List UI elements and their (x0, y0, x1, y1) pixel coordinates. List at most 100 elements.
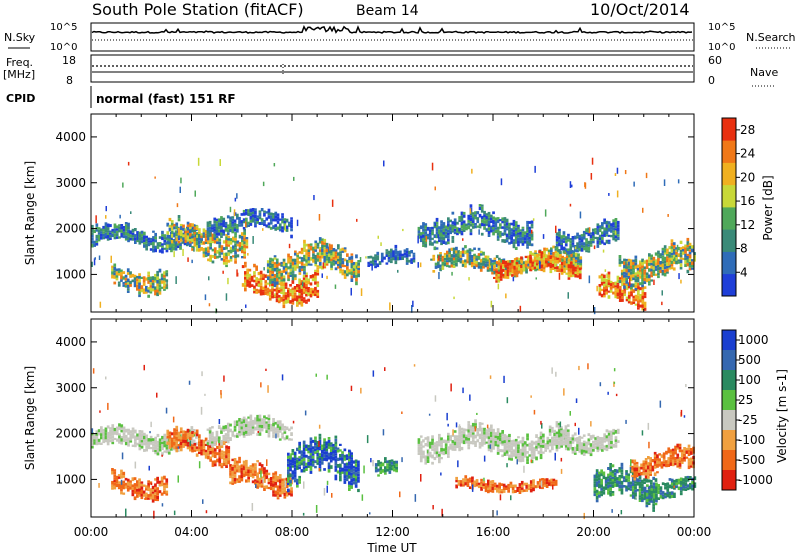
power-echo-region (206, 208, 293, 240)
velocity-cbar-label: Velocity [m s-1] (775, 369, 789, 463)
nave-label: Nave (750, 66, 778, 79)
velocity-echo-region (643, 475, 697, 503)
power-echo-region (417, 204, 534, 251)
velocity-echo-region (206, 414, 293, 448)
xtick-label: 20:00 (576, 525, 611, 539)
freq-tick-high: 18 (62, 54, 76, 67)
power-colorbar: Power [dB] 4 8 12 16 20 24 28 (721, 117, 775, 297)
velocity-colorbar: Velocity [m s-1] 1000 500 100 25 -25 -100 -500… (721, 329, 789, 491)
power-cbar-tick: 16 (740, 194, 755, 208)
power-echo-region (618, 237, 696, 291)
velocity-ytick-label: 4000 (55, 335, 86, 349)
velocity-cbar-tick: 1000 (738, 333, 769, 347)
power-cbar-swatch (722, 251, 736, 275)
power-scatter-echoes (91, 157, 682, 315)
velocity-cbar-swatch (722, 350, 736, 371)
velocity-cbar-swatch (722, 330, 736, 351)
velocity-echo-region (229, 456, 293, 500)
velocity-cbar-swatch (722, 370, 736, 391)
power-cbar-tick: 20 (740, 170, 755, 184)
power-echo-region (266, 237, 360, 287)
velocity-cbar-tick: 25 (738, 393, 753, 407)
power-echo-region (111, 263, 169, 298)
power-cbar-swatch (722, 229, 736, 252)
title: South Pole Station (fitACF) (92, 0, 304, 19)
power-cbar-swatch (722, 207, 736, 230)
power-cbar-swatch (722, 162, 736, 186)
velocity-echo-region (555, 428, 620, 457)
noise-sky-line (91, 24, 693, 34)
nave-tick-low: 0 (708, 74, 715, 87)
velocity-cbar-swatch (722, 390, 736, 411)
date-label: 10/Oct/2014 (590, 0, 690, 19)
velocity-cbar-tick: 100 (738, 373, 761, 387)
freq-label-1: Freq. (6, 56, 33, 69)
velocity-echo-region (166, 425, 231, 469)
velocity-echo-region (455, 475, 558, 494)
velocity-echo-region (631, 443, 695, 481)
power-ytick-label: 3000 (55, 176, 86, 190)
noise-label-left: N.Sky (4, 31, 36, 44)
cpid-text: normal (fast) 151 RF (96, 92, 236, 106)
xtick-label: 00:00 (677, 525, 712, 539)
velocity-cbar-tick: -100 (738, 433, 765, 447)
xtick-label: 08:00 (275, 525, 310, 539)
freq-tick-low: 8 (66, 74, 73, 87)
power-ytick-label: 2000 (55, 222, 86, 236)
power-cbar-tick: 8 (740, 242, 748, 256)
velocity-cbar-swatch (722, 470, 736, 491)
velocity-scatter-echoes (91, 363, 687, 520)
velocity-cbar-tick: -25 (738, 413, 758, 427)
nave-tick-high: 60 (708, 54, 722, 67)
power-cbar-swatch (722, 140, 736, 163)
velocity-cbar-swatch (722, 450, 736, 471)
power-echo-region (555, 218, 620, 255)
velocity-cbar-swatch (722, 410, 736, 431)
velocity-cbar-tick: 500 (738, 353, 761, 367)
power-ytick-label: 4000 (55, 130, 86, 144)
freq-label-2: [MHz] (3, 68, 35, 81)
noise-tick-low: 10^0 (50, 42, 77, 53)
noise-tick-high: 10^5 (50, 22, 77, 33)
velocity-ylabel: Slant Range [km] (23, 366, 37, 470)
power-echo-region (493, 250, 582, 283)
velocity-echo-region (287, 433, 360, 493)
power-cbar-tick: 28 (740, 123, 755, 137)
velocity-ytick-label: 2000 (55, 427, 86, 441)
power-echo-data (91, 157, 696, 315)
velocity-cbar-tick: -1000 (738, 473, 773, 487)
power-cbar-swatch (722, 118, 736, 141)
velocity-echo-region (111, 468, 169, 503)
xtick-label: 00:00 (74, 525, 109, 539)
noise-label-right: N.Search (746, 31, 796, 44)
power-ylabel: Slant Range [km] (23, 161, 37, 265)
velocity-panel: 1000 2000 3000 4000 00:00 04:00 08:00 12:00 16:0… (23, 318, 712, 554)
power-cbar-swatch (722, 184, 736, 208)
power-echo-region (367, 244, 416, 269)
power-cbar-tick: 4 (740, 265, 748, 279)
velocity-echo-region (417, 419, 570, 465)
power-echo-region (241, 261, 320, 309)
velocity-ytick-label: 3000 (55, 381, 86, 395)
xtick-label: 04:00 (174, 525, 209, 539)
freq-panel: Freq. [MHz] 18 8 60 0 Nave (3, 54, 778, 87)
power-cbar-label: Power [dB] (761, 175, 775, 240)
power-cbar-tick: 24 (740, 147, 755, 161)
beam-label: Beam 14 (356, 3, 419, 19)
power-cbar-swatch (722, 273, 736, 297)
noise-tick-low-right: 10^0 (708, 42, 735, 53)
xtick-label: 12:00 (375, 525, 410, 539)
velocity-cbar-tick: -500 (738, 453, 765, 467)
velocity-echo-region (374, 457, 398, 477)
cpid-panel: CPID normal (fast) 151 RF (6, 86, 236, 108)
noise-tick-high-right: 10^5 (708, 22, 735, 33)
velocity-ytick-label: 1000 (55, 472, 86, 486)
power-ytick-label: 1000 (55, 267, 86, 281)
noise-panel: N.Sky 10^5 10^0 10^5 10^0 N.Search (4, 22, 796, 53)
cpid-label: CPID (6, 92, 35, 105)
velocity-echo-data (91, 363, 697, 520)
xlabel: Time UT (366, 541, 417, 554)
velocity-cbar-swatch (722, 430, 736, 451)
power-cbar-tick: 12 (740, 218, 755, 232)
